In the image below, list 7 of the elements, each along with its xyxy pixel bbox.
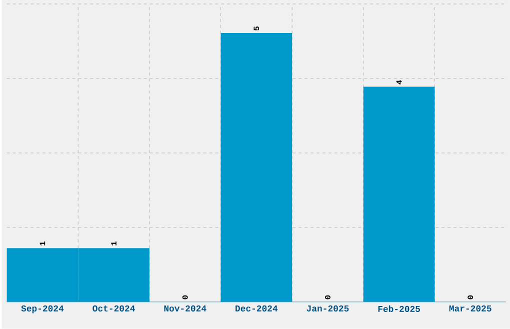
x-tick-label: Nov-2024 xyxy=(164,306,206,312)
x-tick-label: Jan-2025 xyxy=(306,306,349,312)
x-tick-label: Dec-2024 xyxy=(236,306,278,312)
x-tick-label: Feb-2025 xyxy=(378,306,420,312)
x-tick-label: Sep-2024 xyxy=(21,306,64,314)
x-tick-label: Mar-2025 xyxy=(449,306,492,312)
x-tick-label: Oct-2024 xyxy=(92,306,135,312)
